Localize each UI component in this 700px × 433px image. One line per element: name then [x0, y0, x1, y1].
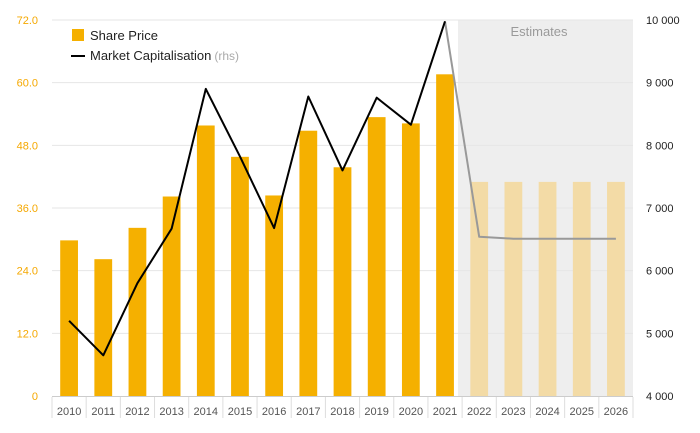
- bar-share-price: [538, 181, 557, 396]
- estimates-label: Estimates: [510, 24, 568, 39]
- bar-share-price: [128, 227, 147, 396]
- x-tick-label: 2024: [535, 406, 559, 418]
- bar-share-price: [333, 167, 352, 396]
- y-right-tick-label: 6 000: [646, 266, 674, 278]
- x-tick-label: 2021: [433, 406, 457, 418]
- x-tick-label: 2026: [604, 406, 628, 418]
- line-series: [68, 20, 616, 357]
- y-left-tick-label: 0: [32, 391, 38, 403]
- line-market-cap-estimate: [444, 21, 616, 240]
- y-left-tick-label: 48.0: [17, 140, 38, 152]
- bar-share-price: [265, 195, 284, 396]
- bar-share-price: [401, 123, 420, 397]
- x-tick-label: 2015: [228, 406, 252, 418]
- x-tick-label: 2023: [501, 406, 525, 418]
- bar-share-price: [162, 196, 181, 396]
- y-left-tick-label: 60.0: [17, 78, 38, 90]
- legend-label-share-price: Share Price: [90, 28, 158, 43]
- x-tick-label: 2017: [296, 406, 320, 418]
- bar-share-price: [572, 181, 591, 396]
- x-tick-label: 2013: [159, 406, 183, 418]
- axes: 0 12.0 24.0 36.0 48.0 60.0 72.0 4 000 5 000 6 000…: [17, 15, 680, 418]
- bar-share-price: [231, 156, 249, 396]
- y-right-tick-label: 10 000: [646, 15, 680, 27]
- bar-series: [60, 74, 625, 397]
- legend: Share Price Market Capitalisation (rhs): [71, 28, 239, 63]
- x-tick-label: 2020: [399, 406, 423, 418]
- bar-share-price: [504, 181, 523, 396]
- x-tick-label: 2019: [364, 406, 388, 418]
- y-right-tick-label: 9 000: [646, 78, 674, 90]
- x-tick-label: 2012: [125, 406, 149, 418]
- bar-share-price: [60, 240, 78, 396]
- y-right-tick-label: 8 000: [646, 140, 674, 152]
- bar-share-price: [94, 259, 113, 396]
- x-tick-label: 2018: [330, 406, 354, 418]
- y-left-tick-label: 24.0: [17, 266, 38, 278]
- bar-share-price: [436, 74, 454, 397]
- x-tick-label: 2011: [91, 406, 115, 418]
- bar-share-price: [470, 181, 489, 396]
- x-tick-label: 2014: [194, 406, 218, 418]
- x-tick-label: 2022: [467, 406, 491, 418]
- y-right-tick-label: 7 000: [646, 203, 674, 215]
- legend-swatch-share-price: [72, 29, 84, 41]
- y-right-tick-label: 4 000: [646, 391, 674, 403]
- x-tick-label: 2016: [262, 406, 286, 418]
- legend-market-cap-note: (rhs): [214, 49, 239, 63]
- bar-share-price: [196, 125, 215, 396]
- legend-label-market-cap: Market Capitalisation (rhs): [90, 48, 239, 63]
- x-tick-label: 2010: [57, 406, 81, 418]
- bar-share-price: [299, 130, 318, 396]
- bar-share-price: [367, 117, 386, 396]
- y-left-tick-label: 72.0: [17, 15, 38, 27]
- y-right-tick-label: 5 000: [646, 328, 674, 340]
- x-tick-label: 2025: [569, 406, 593, 418]
- y-left-tick-label: 36.0: [17, 203, 38, 215]
- y-left-tick-label: 12.0: [17, 328, 38, 340]
- line-market-cap: [68, 20, 446, 357]
- legend-market-cap-name: Market Capitalisation: [90, 48, 211, 63]
- bar-share-price: [607, 181, 625, 396]
